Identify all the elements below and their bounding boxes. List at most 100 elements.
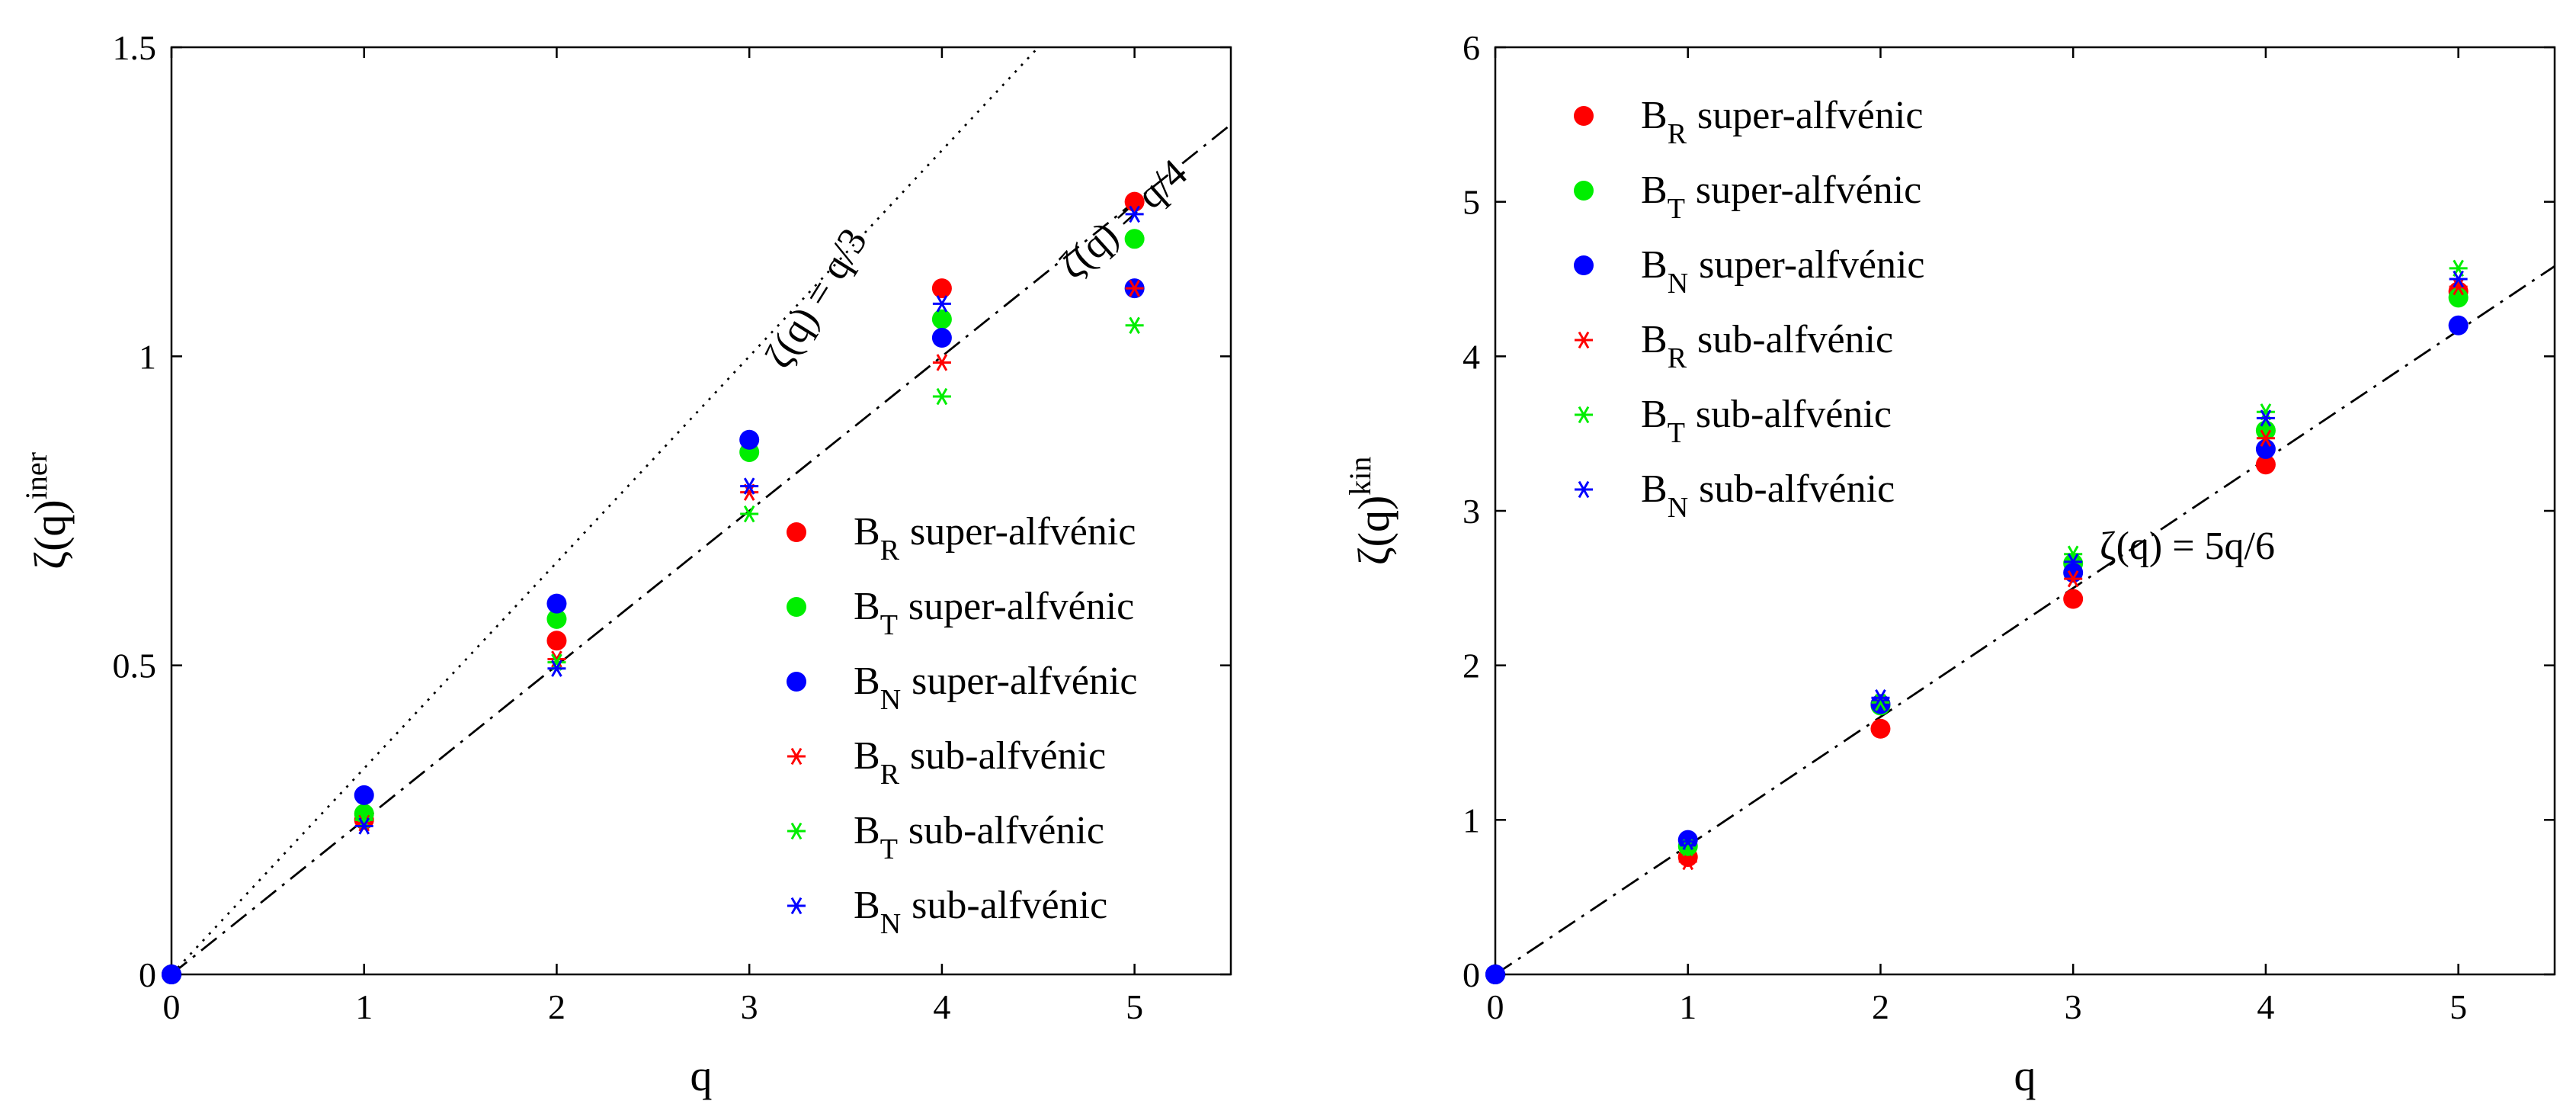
data-point-star: [787, 897, 806, 915]
axes-frame: [170, 46, 1232, 976]
y-tick-label: 6: [1463, 28, 1480, 67]
legend-entry-label: BN sub-alfvénic: [1641, 467, 1895, 524]
x-tick-label: 1: [355, 987, 373, 1026]
data-point-star: [1678, 852, 1697, 871]
data-point-star: [547, 650, 566, 668]
reference-line: [1495, 265, 2555, 974]
legend-entry-label: BR sub-alfvénic: [854, 734, 1106, 791]
x-tick-label: 3: [2065, 987, 2082, 1026]
data-point-circle: [1574, 106, 1594, 126]
data-point-star: [354, 817, 373, 835]
data-point-circle: [931, 328, 952, 348]
y-tick-label: 3: [1463, 492, 1480, 531]
x-tick-label: 4: [933, 987, 950, 1026]
data-point-star: [1125, 316, 1144, 334]
series-R-circle: [1485, 281, 2469, 984]
series-T-star: [162, 316, 1144, 984]
legend-entry-label: BR super-alfvénic: [1641, 94, 1923, 150]
x-tick-label: 3: [741, 987, 758, 1026]
legend-entry-label: BT sub-alfvénic: [854, 809, 1104, 865]
data-point-circle: [2063, 563, 2084, 583]
data-point-circle: [1870, 718, 1891, 739]
data-point-circle: [787, 672, 806, 692]
legend-entry-label: BT super-alfvénic: [1641, 169, 1921, 225]
y-tick-label: 5: [1463, 183, 1480, 222]
data-point-star: [2064, 545, 2083, 563]
data-point-circle: [1574, 255, 1594, 275]
right-chart-kin: 0 1 2 3 4 5 0 1 2 3 4 5 6 q ζ(q)kin ζ(q) = 5q/6 BR super-…: [1343, 28, 2556, 1100]
series-T-circle: [1485, 287, 2469, 984]
legend-entry-label: BN super-alfvénic: [854, 660, 1138, 716]
data-point-circle: [546, 593, 567, 614]
y-tick-label: 2: [1463, 647, 1480, 685]
data-point-circle: [787, 597, 806, 617]
series-N-star: [162, 205, 1144, 984]
x-tick-label: 2: [1872, 987, 1889, 1026]
data-point-circle: [2255, 438, 2276, 459]
data-point-star: [1678, 833, 1697, 850]
series-R-star: [1486, 278, 2468, 984]
series-T-star: [1486, 259, 2468, 984]
x-axis-label: q: [2014, 1051, 2036, 1100]
reference-line-label: ζ(q) = q/4: [1051, 151, 1196, 287]
legend-entry-label: BN sub-alfvénic: [854, 884, 1107, 940]
legend-entry-label: BR sub-alfvénic: [1641, 318, 1893, 374]
data-point-star: [1575, 331, 1593, 349]
data-point-circle: [1124, 191, 1145, 212]
x-tick-label: 5: [2449, 987, 2467, 1026]
data-point-star: [354, 814, 373, 832]
data-point-circle: [931, 278, 952, 299]
legend-entry-label: BT super-alfvénic: [854, 585, 1134, 641]
data-point-star: [2064, 553, 2083, 571]
data-point-star: [740, 477, 759, 495]
y-axis-label: ζ(q)kin: [1343, 457, 1399, 566]
left-chart-iner: 0 1 2 3 4 5 0 0.5 1 1.5 q ζ(q)iner ζ(q) = q/3 ζ(q) = …: [19, 28, 1232, 1100]
data-point-circle: [546, 631, 567, 651]
data-point-circle: [2448, 315, 2469, 335]
data-point-star: [932, 387, 951, 406]
data-point-circle: [931, 309, 952, 329]
data-point-circle: [2255, 454, 2276, 475]
x-axis-label: q: [690, 1051, 713, 1100]
data-point-star: [787, 822, 806, 840]
series-N-star: [1486, 270, 2468, 984]
y-tick-label: 0: [1463, 955, 1480, 994]
data-point-star: [2449, 278, 2468, 296]
data-point-circle: [354, 785, 374, 805]
y-tick-label: 4: [1463, 337, 1480, 376]
data-point-circle: [739, 429, 760, 450]
data-point-star: [932, 295, 951, 313]
data-point-star: [2449, 270, 2468, 288]
data-point-star: [2256, 409, 2275, 427]
y-tick-label: 1.5: [113, 28, 157, 67]
data-point-circle: [162, 965, 181, 984]
x-tick-label: 0: [1487, 987, 1504, 1026]
data-point-star: [1125, 205, 1144, 223]
series-N-circle: [1485, 315, 2469, 984]
data-point-star: [2256, 429, 2275, 447]
data-point-circle: [546, 608, 567, 629]
reference-line-label: ζ(q) = q/3: [757, 221, 876, 376]
data-point-star: [1871, 689, 1890, 707]
series-N-circle: [162, 278, 1145, 984]
legend-entry-label: BR super-alfvénic: [854, 510, 1136, 567]
x-tick-label: 4: [2257, 987, 2274, 1026]
data-point-circle: [1574, 181, 1594, 201]
data-point-circle: [1124, 229, 1145, 249]
reference-line-label: ζ(q) = 5q/6: [2100, 525, 2275, 568]
data-point-star: [740, 505, 759, 523]
legend-entry-label: BT sub-alfvénic: [1641, 393, 1892, 449]
y-tick-label: 1: [1463, 801, 1480, 839]
data-point-star: [1575, 406, 1593, 424]
data-point-star: [1575, 480, 1593, 499]
data-point-star: [787, 747, 806, 766]
data-point-circle: [2063, 589, 2084, 609]
data-point-star: [1125, 279, 1144, 297]
legend: BR super-alfvénic BT super-alfvénic BN super-…: [787, 510, 1138, 940]
x-tick-label: 1: [1679, 987, 1697, 1026]
data-point-circle: [1485, 965, 1505, 984]
y-axis-label: ζ(q)iner: [19, 452, 75, 570]
data-point-circle: [2448, 287, 2469, 308]
data-point-circle: [787, 522, 806, 542]
